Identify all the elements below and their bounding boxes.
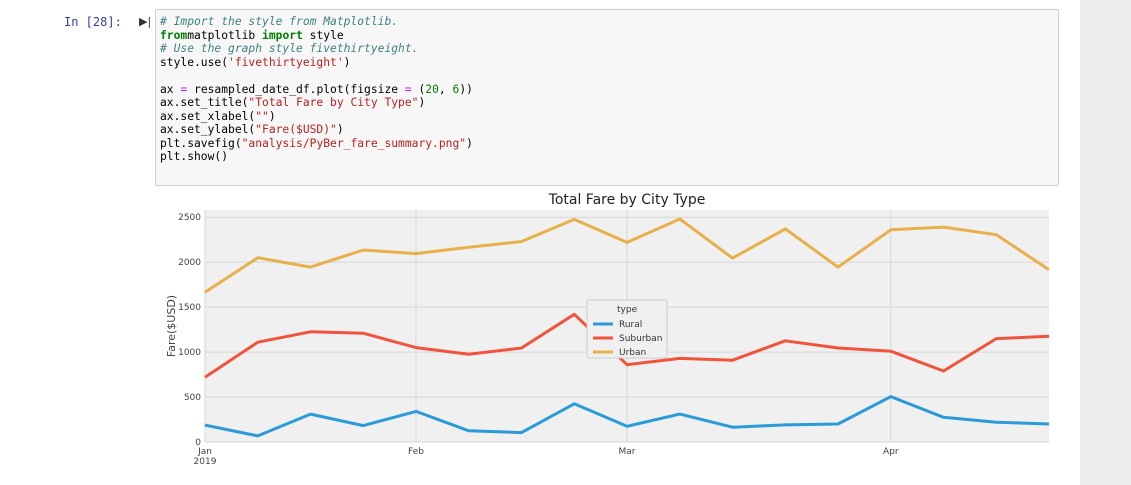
code-line: # Import the style from Matplotlib. bbox=[160, 15, 399, 28]
output-area: 0 500 1000 1500 2000 2500 Jan 2019 Feb Mar Apr Tota… bbox=[155, 188, 1059, 480]
series-line-rural bbox=[204, 395, 1050, 438]
code-line: frommatplotlib import style bbox=[160, 28, 344, 42]
x-tick-label: Jan bbox=[197, 447, 212, 457]
y-tick-label: 2500 bbox=[178, 213, 201, 223]
code-line bbox=[160, 69, 473, 83]
chart-title: Total Fare by City Type bbox=[548, 192, 706, 208]
notebook-area: In [28]: ▶| # Import the style from Matp… bbox=[0, 0, 1080, 485]
code-line: # Use the graph style fivethirtyeight. bbox=[160, 42, 419, 55]
code-line: plt.savefig("analysis/PyBer_fare_summary… bbox=[160, 136, 473, 150]
input-prompt: In [28]: bbox=[64, 15, 122, 29]
y-tick-label: 1000 bbox=[178, 348, 201, 358]
y-tick-label: 2000 bbox=[178, 258, 201, 268]
x-tick-label: Mar bbox=[619, 447, 636, 457]
y-tick-label: 500 bbox=[184, 393, 201, 403]
y-tick-label: 0 bbox=[195, 438, 201, 448]
x-tick-label: Feb bbox=[408, 447, 424, 457]
code-editor[interactable]: # Import the style from Matplotlib. fromm… bbox=[160, 15, 473, 164]
x-tick-label: Apr bbox=[883, 447, 899, 457]
code-cell[interactable]: # Import the style from Matplotlib. fromm… bbox=[155, 9, 1059, 186]
legend-box bbox=[586, 299, 668, 359]
series-line-urban bbox=[204, 217, 1050, 294]
code-line: ax.set_ylabel("Fare($USD)") bbox=[160, 123, 344, 136]
y-tick-label: 1500 bbox=[178, 303, 201, 313]
y-axis-label: Fare($USD) bbox=[165, 295, 178, 357]
legend-title: type bbox=[617, 305, 638, 315]
code-line: ax.set_xlabel("") bbox=[160, 109, 276, 123]
code-line: plt.show() bbox=[160, 150, 229, 163]
code-line: ax.set_title("Total Fare by City Type") bbox=[160, 96, 426, 109]
collapse-arrow-icon[interactable]: ▶| bbox=[139, 15, 152, 28]
legend-label: Suburban bbox=[619, 334, 662, 344]
right-gutter bbox=[1080, 0, 1131, 485]
series-line-suburban bbox=[204, 312, 1050, 379]
legend-label: Rural bbox=[619, 320, 642, 330]
x-tick-sublabel: 2019 bbox=[194, 457, 217, 467]
code-line: ax = resampled_date_df.plot(figsize = (2… bbox=[160, 82, 473, 96]
legend-label: Urban bbox=[619, 348, 646, 358]
code-line: style.use('fivethirtyeight') bbox=[160, 55, 351, 69]
